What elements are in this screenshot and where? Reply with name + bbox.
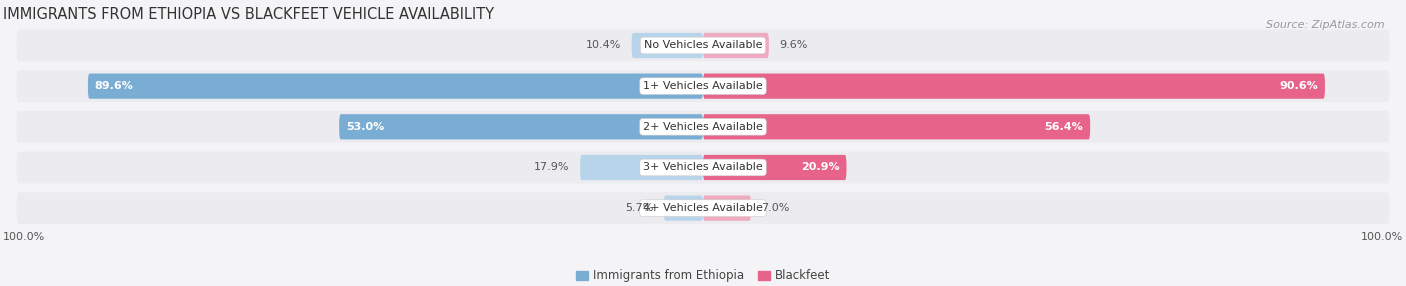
Text: 89.6%: 89.6% [94,81,134,91]
Text: 17.9%: 17.9% [534,162,569,172]
Text: 9.6%: 9.6% [779,41,807,50]
FancyBboxPatch shape [17,30,1389,61]
FancyBboxPatch shape [703,74,1324,99]
Text: No Vehicles Available: No Vehicles Available [644,41,762,50]
Text: 56.4%: 56.4% [1045,122,1083,132]
Text: 100.0%: 100.0% [3,233,45,243]
Text: 10.4%: 10.4% [586,41,621,50]
Text: IMMIGRANTS FROM ETHIOPIA VS BLACKFEET VEHICLE AVAILABILITY: IMMIGRANTS FROM ETHIOPIA VS BLACKFEET VE… [3,7,494,22]
FancyBboxPatch shape [664,196,703,221]
Text: 53.0%: 53.0% [346,122,384,132]
FancyBboxPatch shape [17,192,1389,224]
FancyBboxPatch shape [703,155,846,180]
FancyBboxPatch shape [17,70,1389,102]
Text: Source: ZipAtlas.com: Source: ZipAtlas.com [1267,20,1385,30]
Text: 20.9%: 20.9% [801,162,839,172]
Legend: Immigrants from Ethiopia, Blackfeet: Immigrants from Ethiopia, Blackfeet [571,265,835,286]
FancyBboxPatch shape [89,74,703,99]
FancyBboxPatch shape [703,196,751,221]
Text: 1+ Vehicles Available: 1+ Vehicles Available [643,81,763,91]
Text: 7.0%: 7.0% [762,203,790,213]
FancyBboxPatch shape [703,114,1090,139]
Text: 90.6%: 90.6% [1279,81,1317,91]
FancyBboxPatch shape [339,114,703,139]
Text: 2+ Vehicles Available: 2+ Vehicles Available [643,122,763,132]
Text: 3+ Vehicles Available: 3+ Vehicles Available [643,162,763,172]
FancyBboxPatch shape [17,152,1389,183]
Text: 5.7%: 5.7% [626,203,654,213]
FancyBboxPatch shape [17,111,1389,143]
FancyBboxPatch shape [631,33,703,58]
FancyBboxPatch shape [703,33,769,58]
FancyBboxPatch shape [581,155,703,180]
Text: 100.0%: 100.0% [1361,233,1403,243]
Text: 4+ Vehicles Available: 4+ Vehicles Available [643,203,763,213]
